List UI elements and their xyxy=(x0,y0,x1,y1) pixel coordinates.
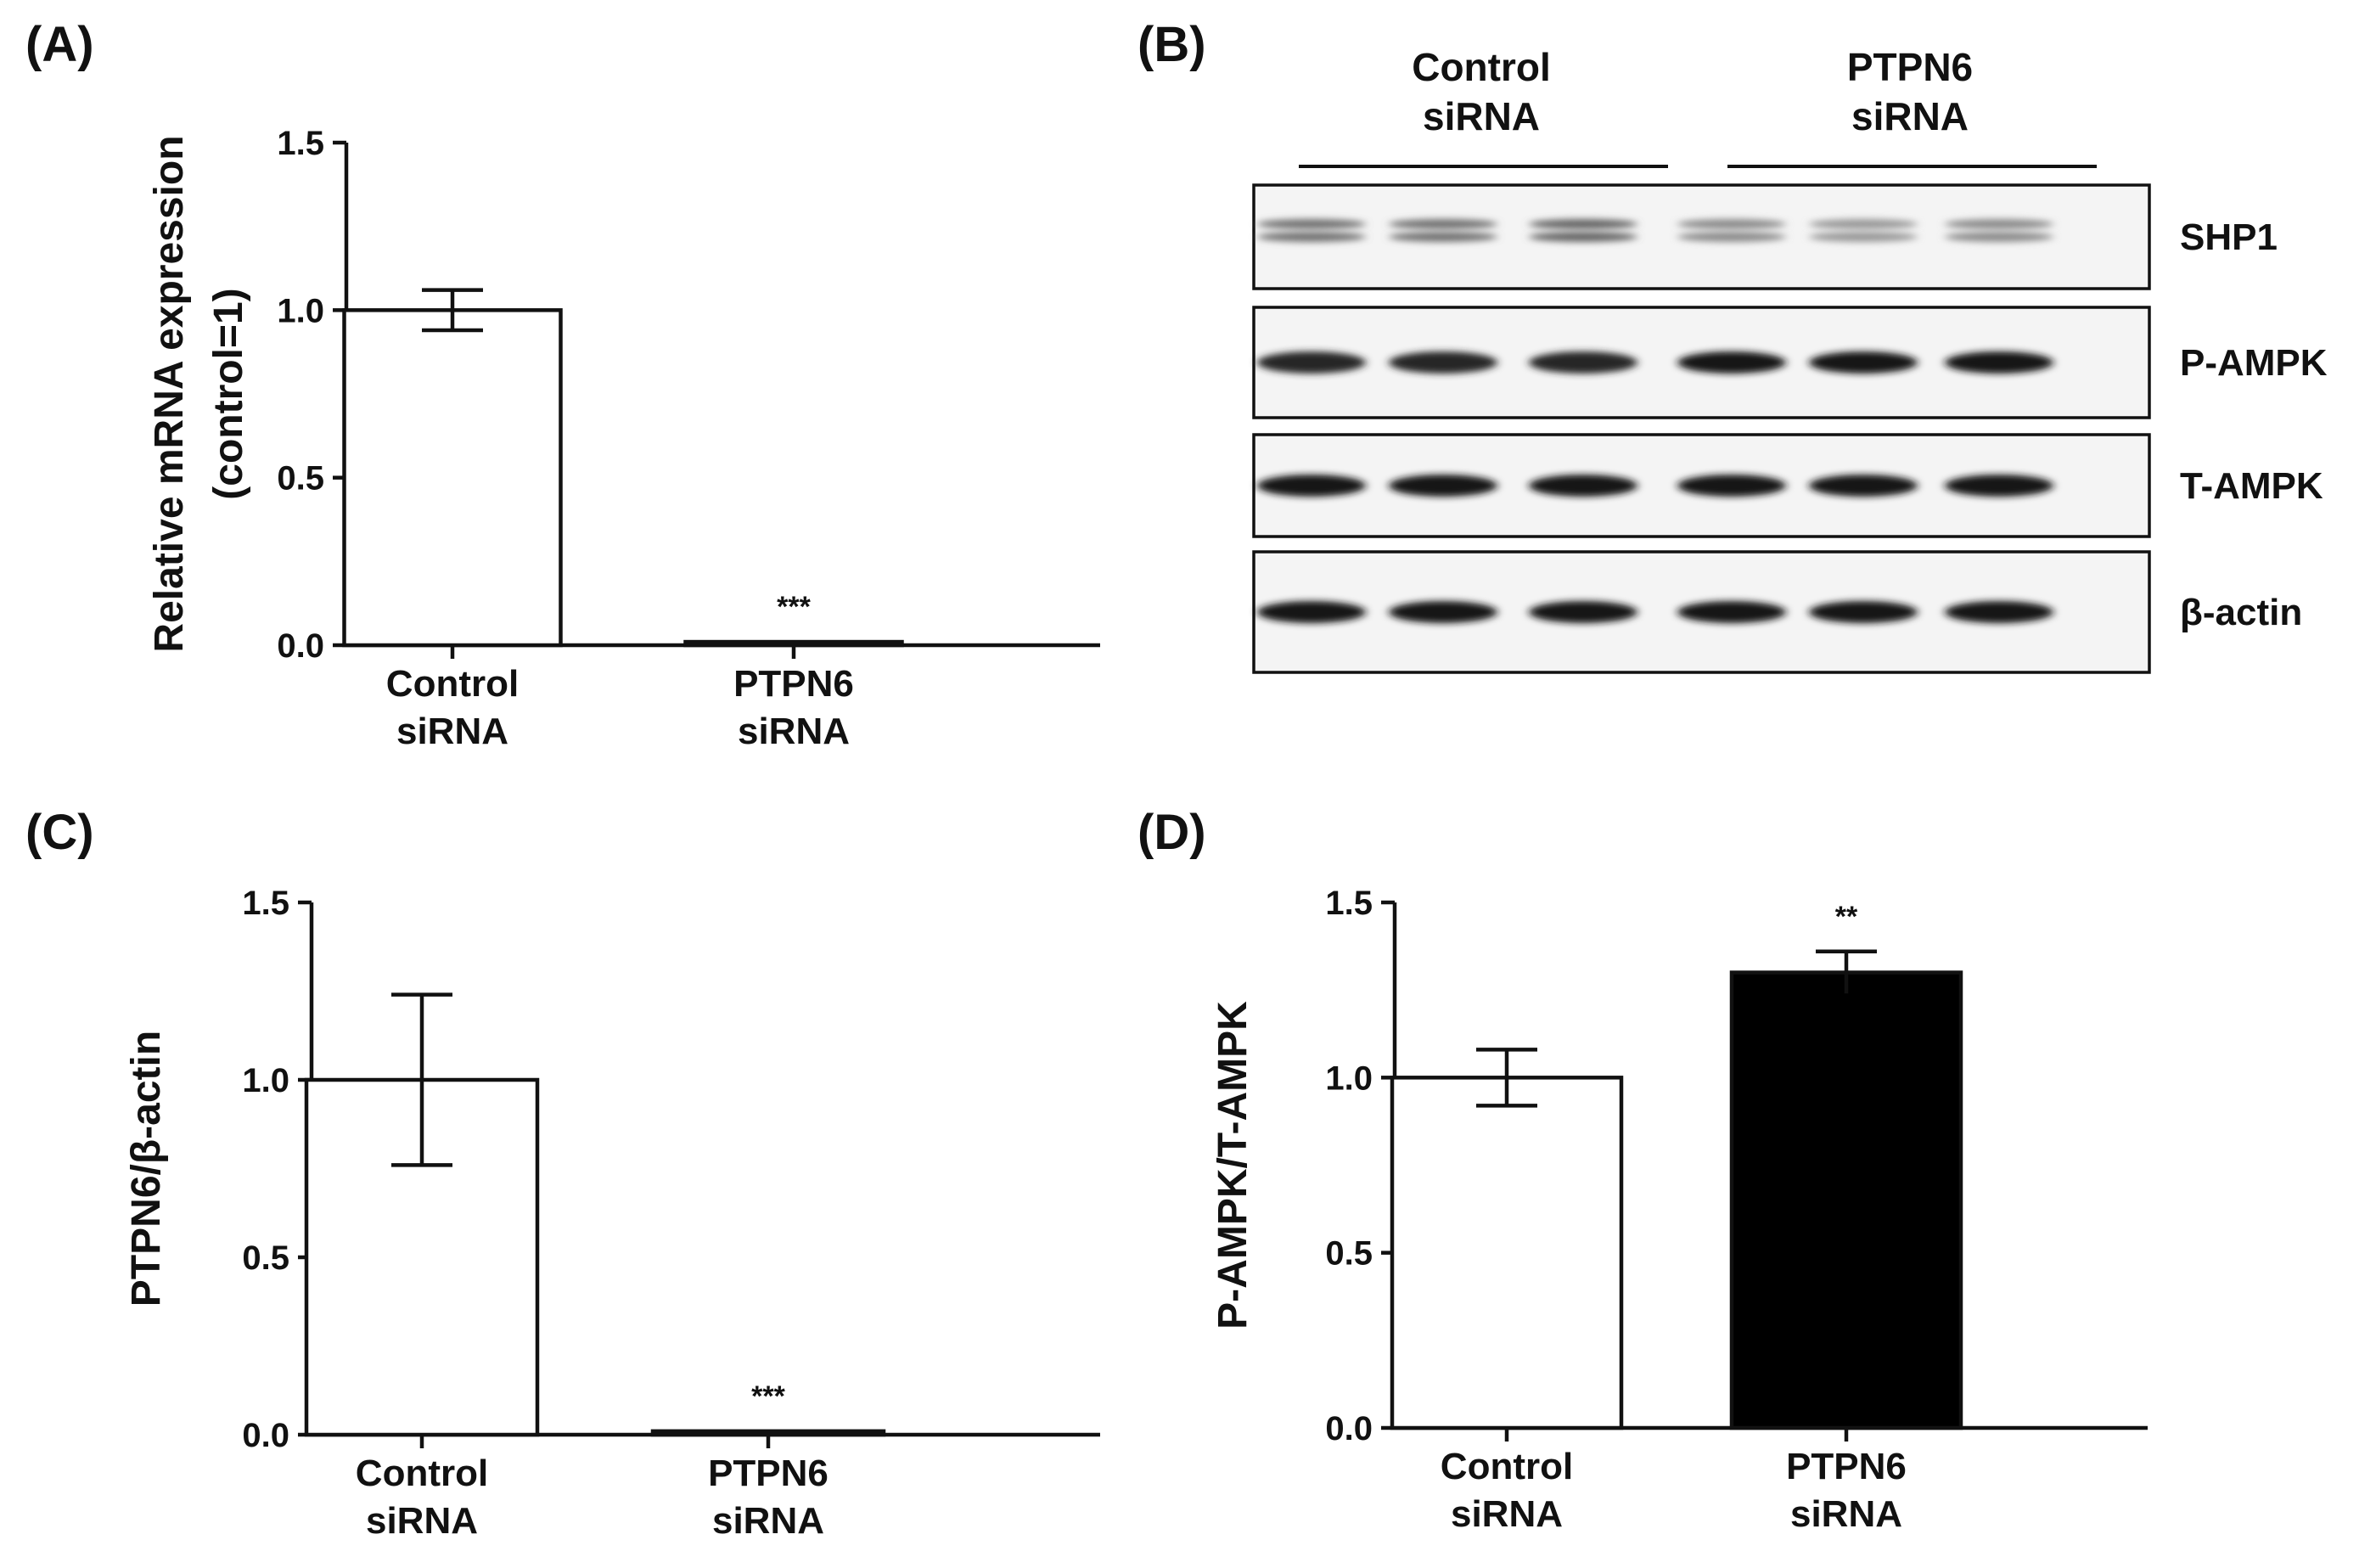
blot-band xyxy=(1529,232,1637,242)
significance-marker: *** xyxy=(777,591,811,623)
blot-band xyxy=(1389,475,1497,497)
blot-band xyxy=(1809,232,1918,242)
blot-row-label: SHP1 xyxy=(2180,216,2278,258)
blot-row-label: T-AMPK xyxy=(2180,465,2323,507)
x-category-label: siRNA xyxy=(1790,1493,1902,1535)
blot-band xyxy=(1677,601,1786,623)
x-category-label: Control xyxy=(386,663,519,705)
blot-group-label: PTPN6 xyxy=(1847,45,1973,89)
x-category-label: siRNA xyxy=(396,711,508,752)
y-axis-title: (control=1) xyxy=(206,288,251,499)
blot-band xyxy=(1677,351,1786,374)
blot-band xyxy=(1389,601,1497,623)
y-axis-title: PTPN6/β-actin xyxy=(124,1031,169,1307)
blot-group-label: siRNA xyxy=(1851,94,1969,138)
x-category-label: Control xyxy=(356,1453,488,1494)
blot-band xyxy=(1809,219,1918,229)
x-category-label: siRNA xyxy=(1451,1493,1563,1535)
blot-band xyxy=(1389,219,1497,229)
blot-row-label: β-actin xyxy=(2180,592,2302,633)
blot-band xyxy=(1677,475,1786,497)
y-tick-label: 1.5 xyxy=(1325,885,1373,922)
blot-band xyxy=(1257,475,1366,497)
blot-band xyxy=(1257,219,1366,229)
y-tick-label: 0.0 xyxy=(242,1417,289,1454)
significance-marker: ** xyxy=(1835,901,1858,933)
bar-2 xyxy=(650,1429,886,1437)
y-tick-label: 0.0 xyxy=(1325,1410,1373,1447)
blot-band xyxy=(1809,475,1918,497)
y-tick-label: 1.0 xyxy=(1325,1059,1373,1097)
bar-1 xyxy=(1390,1076,1624,1430)
chart-d: 0.0 0.5 1.0 1.5 Control siRNA ** PTPN6 siRNA P-AM… xyxy=(1210,885,2148,1535)
x-category-label: PTPN6 xyxy=(708,1453,829,1494)
blot-band xyxy=(1945,475,2053,497)
blot-band xyxy=(1529,601,1637,623)
x-category-label: siRNA xyxy=(738,711,850,752)
blot-row-label: P-AMPK xyxy=(2180,342,2328,384)
significance-marker: *** xyxy=(751,1380,785,1413)
blot-band xyxy=(1809,351,1918,374)
panel-label-d: (D) xyxy=(1137,805,1206,860)
blot-band xyxy=(1677,232,1786,242)
blot-band xyxy=(1677,219,1786,229)
blot-group-label: Control xyxy=(1412,45,1551,89)
y-axis-title: Relative mRNA expression xyxy=(147,135,192,652)
blot-band xyxy=(1945,219,2053,229)
blot-band xyxy=(1257,351,1366,374)
x-category-label: siRNA xyxy=(366,1500,478,1542)
bar-2 xyxy=(1729,970,1963,1430)
blot-band xyxy=(1945,601,2053,623)
chart-a: 0.0 0.5 1.0 1.5 Control siRNA *** PTPN6 siRNA Rel… xyxy=(147,125,1100,752)
blot-band xyxy=(1945,232,2053,242)
x-category-label: PTPN6 xyxy=(1786,1446,1907,1487)
bar-2 xyxy=(683,639,904,648)
y-tick-label: 0.0 xyxy=(277,627,324,665)
y-axis-title: P-AMPK/T-AMPK xyxy=(1210,1001,1255,1329)
blot-band xyxy=(1945,351,2053,374)
y-tick-label: 0.5 xyxy=(277,460,324,497)
blot-band xyxy=(1529,351,1637,374)
blot-group-label: siRNA xyxy=(1423,94,1540,138)
y-tick-label: 1.5 xyxy=(242,885,289,922)
blot-band xyxy=(1529,475,1637,497)
y-tick-label: 0.5 xyxy=(1325,1235,1373,1273)
panel-label-b: (B) xyxy=(1137,17,1206,72)
panel-label-c: (C) xyxy=(25,805,94,860)
blot-band xyxy=(1389,232,1497,242)
x-category-label: siRNA xyxy=(712,1500,824,1542)
y-tick-label: 1.5 xyxy=(277,125,324,162)
blot-band xyxy=(1257,601,1366,623)
blot-band xyxy=(1809,601,1918,623)
blot-band xyxy=(1389,351,1497,374)
western-blot-b: Control siRNA PTPN6 siRNA SHP1 P-AMPK T-AMPK β-… xyxy=(1252,45,2328,674)
y-tick-label: 1.0 xyxy=(242,1062,289,1099)
y-tick-label: 0.5 xyxy=(242,1239,289,1277)
chart-c: 0.0 0.5 1.0 1.5 Control siRNA *** PTPN6 siRNA PTP… xyxy=(124,885,1100,1542)
x-category-label: Control xyxy=(1441,1446,1573,1487)
bar-1 xyxy=(342,308,563,648)
panel-label-a: (A) xyxy=(25,17,94,72)
x-category-label: PTPN6 xyxy=(733,663,854,705)
y-tick-label: 1.0 xyxy=(277,292,324,329)
blot-band xyxy=(1257,232,1366,242)
blot-band xyxy=(1529,219,1637,229)
